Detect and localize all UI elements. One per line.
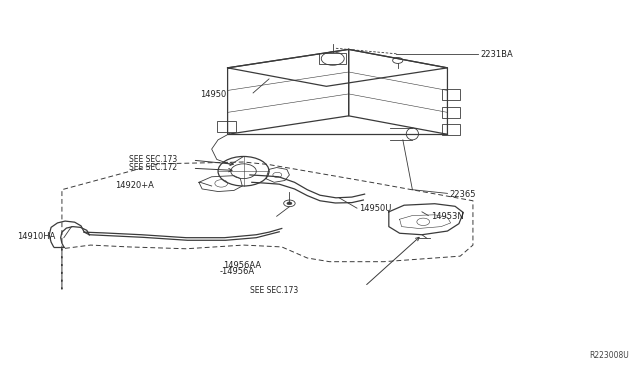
Text: 14950: 14950: [200, 90, 227, 99]
Text: SEE SEC.173: SEE SEC.173: [250, 286, 298, 295]
Ellipse shape: [406, 128, 419, 140]
Text: SEE SEC.173: SEE SEC.173: [129, 155, 177, 164]
Text: 14956AA: 14956AA: [223, 261, 261, 270]
Bar: [442, 124, 460, 135]
Text: R223008U: R223008U: [589, 350, 629, 359]
Text: 14953N: 14953N: [431, 212, 463, 221]
Text: -14956A: -14956A: [220, 267, 255, 276]
Circle shape: [287, 202, 292, 205]
Bar: [442, 89, 460, 100]
Text: SEE SEC.172: SEE SEC.172: [129, 163, 177, 172]
Bar: [442, 107, 460, 118]
Text: 14920+A: 14920+A: [115, 182, 154, 190]
Text: 2231BA: 2231BA: [481, 51, 513, 60]
Text: 14950U: 14950U: [360, 204, 392, 214]
FancyBboxPatch shape: [319, 53, 346, 64]
Bar: [217, 121, 236, 132]
Text: 22365: 22365: [449, 190, 476, 199]
Text: 14910HA: 14910HA: [17, 232, 56, 241]
